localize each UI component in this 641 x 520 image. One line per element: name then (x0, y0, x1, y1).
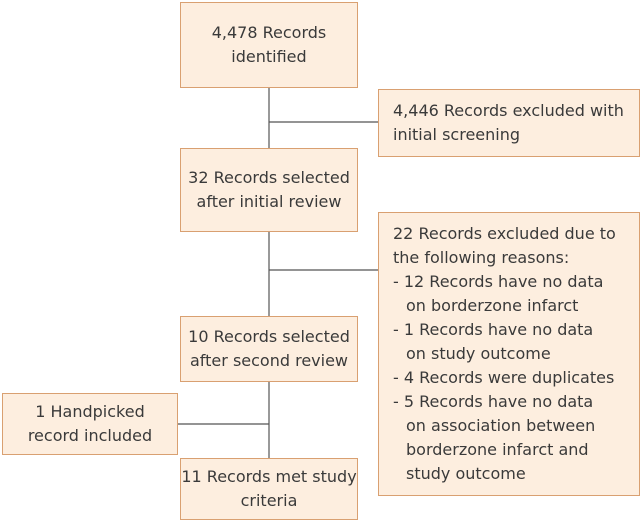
box-text: record included (27, 426, 153, 445)
box-text: 10 Records selected (188, 327, 350, 346)
box-text: 22 Records excluded due to (393, 224, 616, 243)
box-text: criteria (240, 491, 298, 510)
box-text: after second review (190, 351, 348, 370)
flow-box: 4,446 Records excluded with initial scree… (378, 89, 640, 157)
flow-box: 11 Records met study criteria (180, 458, 358, 520)
box-text: 1 Handpicked (35, 402, 145, 421)
box-text: 32 Records selected (188, 168, 350, 187)
flow-box: 10 Records selected after second review (180, 316, 358, 382)
box-text: on association between (406, 416, 596, 435)
box-text: study outcome (406, 464, 526, 483)
box-text: on study outcome (406, 344, 551, 363)
box-text: - 4 Records were duplicates (393, 368, 615, 387)
box-text: the following reasons: (393, 248, 570, 267)
box-text: identified (231, 47, 307, 66)
flow-box: 1 Handpicked record included (2, 393, 178, 455)
flow-box: 22 Records excluded due to the following … (378, 212, 640, 496)
box-text: 4,478 Records (211, 23, 327, 42)
box-text: borderzone infarct and (406, 440, 589, 459)
box-text: 11 Records met study (181, 467, 357, 486)
box-text: 4,446 Records excluded with (393, 101, 624, 120)
box-text: - 1 Records have no data (393, 320, 594, 339)
box-text: - 5 Records have no data (393, 392, 594, 411)
flow-box: 4,478 Records identified (180, 2, 358, 88)
box-text: - 12 Records have no data (393, 272, 604, 291)
box-text: after initial review (196, 192, 342, 211)
box-text: initial screening (393, 125, 521, 144)
box-text: on borderzone infarct (406, 296, 579, 315)
flow-box: 32 Records selected after initial review (180, 148, 358, 232)
